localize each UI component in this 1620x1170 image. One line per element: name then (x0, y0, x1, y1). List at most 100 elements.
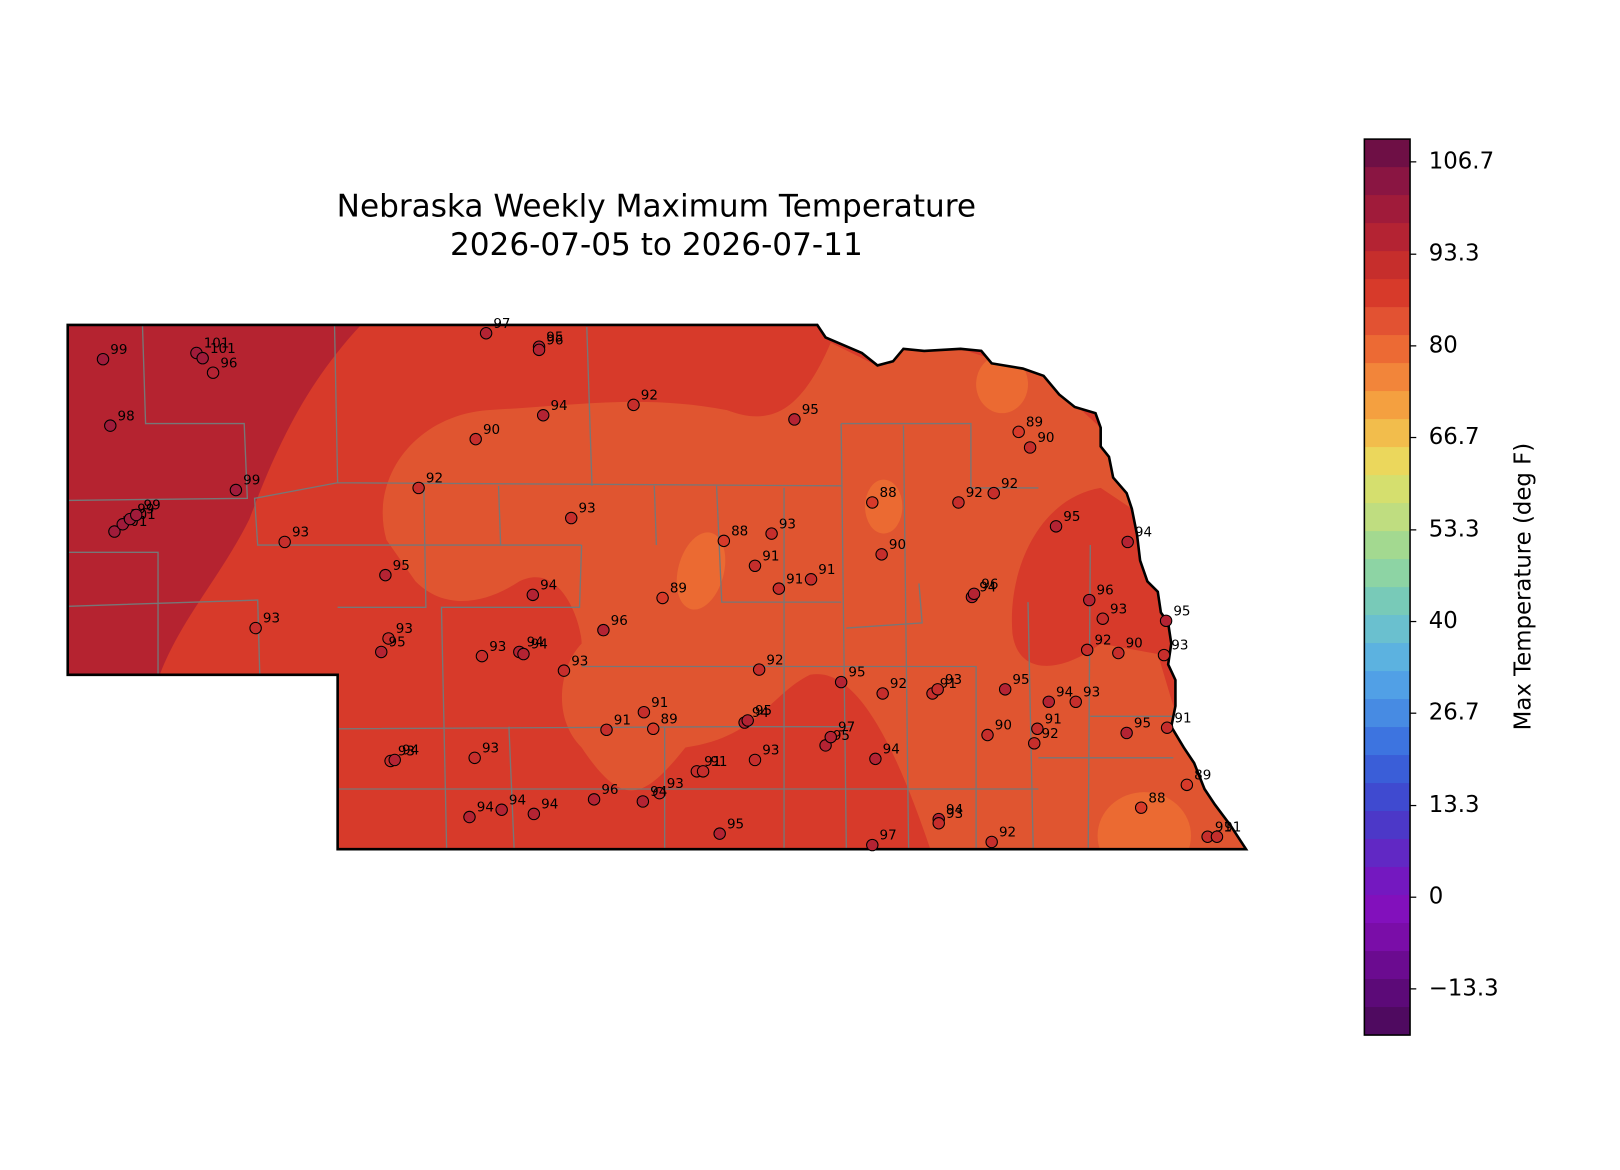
stations: 9910110196989910110199999393959395929097… (96, 316, 1241, 852)
colorbar-band (1364, 699, 1411, 728)
station-value: 93 (571, 653, 588, 669)
colorbar-band (1364, 503, 1411, 532)
colorbar-band (1364, 811, 1411, 840)
station-marker (875, 548, 888, 561)
station-marker (998, 683, 1012, 696)
field-warm-spot (976, 355, 1029, 414)
station-value: 92 (766, 652, 783, 668)
station-value: 91 (818, 562, 835, 578)
station-value: 95 (1063, 509, 1080, 525)
station-value: 93 (578, 501, 595, 517)
station-marker (600, 723, 613, 737)
station-marker (713, 827, 726, 840)
station-value: 90 (483, 422, 500, 438)
colorbar-band (1364, 251, 1411, 280)
station-value: 94 (979, 580, 996, 596)
colorbar-label: Max Temperature (deg F) (1511, 443, 1537, 731)
station-value: 96 (611, 613, 628, 629)
station-value: 90 (1037, 430, 1054, 446)
station-value: 91 (1045, 711, 1062, 727)
station-marker (468, 751, 481, 765)
station-value: 93 (1083, 684, 1100, 700)
colorbar-band (1364, 195, 1411, 224)
station-marker (656, 591, 669, 605)
station-marker (1096, 612, 1109, 625)
station-marker (932, 817, 945, 830)
station-value: 95 (848, 665, 865, 681)
station-value: 94 (527, 635, 544, 651)
station-value: 93 (762, 743, 779, 759)
station-value: 91 (786, 571, 803, 587)
colorbar-band (1364, 895, 1411, 924)
station-value: 95 (1173, 603, 1190, 619)
colorbar-band (1364, 783, 1411, 812)
station-marker (1069, 695, 1082, 709)
station-value: 92 (966, 485, 983, 501)
station-marker (526, 588, 540, 602)
colorbar-tick-label: 106.7 (1429, 148, 1494, 174)
colorbar-band (1364, 307, 1411, 336)
station-value: 89 (670, 581, 687, 597)
colorbar-tick-label: 0 (1429, 884, 1444, 910)
station-marker (1049, 520, 1063, 533)
station-marker (130, 508, 143, 522)
station-marker (1159, 614, 1173, 628)
station-value: 91 (940, 676, 957, 692)
station-value: 96 (1097, 583, 1114, 599)
map-subtitle: 2026-07-05 to 2026-07-11 (450, 227, 863, 263)
station-marker (557, 664, 571, 677)
station-value: 93 (489, 639, 506, 655)
colorbar-band (1364, 951, 1411, 980)
colorbar-band (1364, 979, 1411, 1008)
station-marker (388, 753, 401, 767)
station-marker (1080, 643, 1094, 657)
station-marker (869, 752, 882, 766)
station-value: 94 (509, 792, 526, 808)
station-value: 92 (1001, 476, 1018, 492)
station-value: 97 (880, 828, 897, 844)
station-marker (748, 559, 762, 573)
station-marker (108, 525, 121, 538)
station-value: 93 (482, 741, 499, 757)
station-value: 93 (667, 776, 684, 792)
station-marker (532, 343, 546, 357)
station-marker (1210, 830, 1224, 843)
station-value: 94 (550, 398, 567, 414)
station-value: 94 (946, 802, 963, 818)
colorbar-frame (1363, 138, 1411, 1036)
colorbar-band (1364, 139, 1411, 168)
field-warm-spot (1097, 792, 1192, 850)
station-marker (987, 486, 1000, 500)
station-value: 95 (1134, 716, 1151, 732)
station-value: 95 (1012, 672, 1029, 688)
station-marker (636, 795, 650, 808)
station-value: 90 (889, 537, 906, 553)
station-marker (196, 351, 209, 365)
station-value: 93 (398, 744, 415, 760)
station-marker (952, 496, 965, 509)
colorbar-band (1364, 167, 1411, 196)
station-marker (752, 663, 766, 676)
station-marker (804, 573, 818, 586)
colorbar-tick-label: 13.3 (1429, 792, 1480, 818)
colorbar-band (1364, 531, 1411, 560)
colorbar-band (1364, 839, 1411, 868)
station-marker (564, 511, 578, 525)
station-value: 93 (779, 516, 796, 532)
station-marker (1157, 648, 1171, 662)
station-value: 94 (650, 784, 667, 800)
colorbar-band (1364, 279, 1411, 308)
station-value: 94 (883, 742, 900, 758)
station-marker (104, 419, 117, 432)
station-marker (1083, 593, 1096, 607)
colorbar-band (1364, 363, 1411, 392)
colorbar-tick-label: −13.3 (1429, 975, 1499, 1001)
colorbar-band (1364, 223, 1411, 252)
station-value: 95 (546, 329, 563, 345)
station-value: 92 (426, 471, 443, 487)
station-marker (527, 807, 541, 821)
station-value: 94 (540, 578, 557, 594)
station-marker (748, 753, 762, 767)
station-value: 90 (995, 718, 1012, 734)
station-value: 90 (1126, 636, 1143, 652)
